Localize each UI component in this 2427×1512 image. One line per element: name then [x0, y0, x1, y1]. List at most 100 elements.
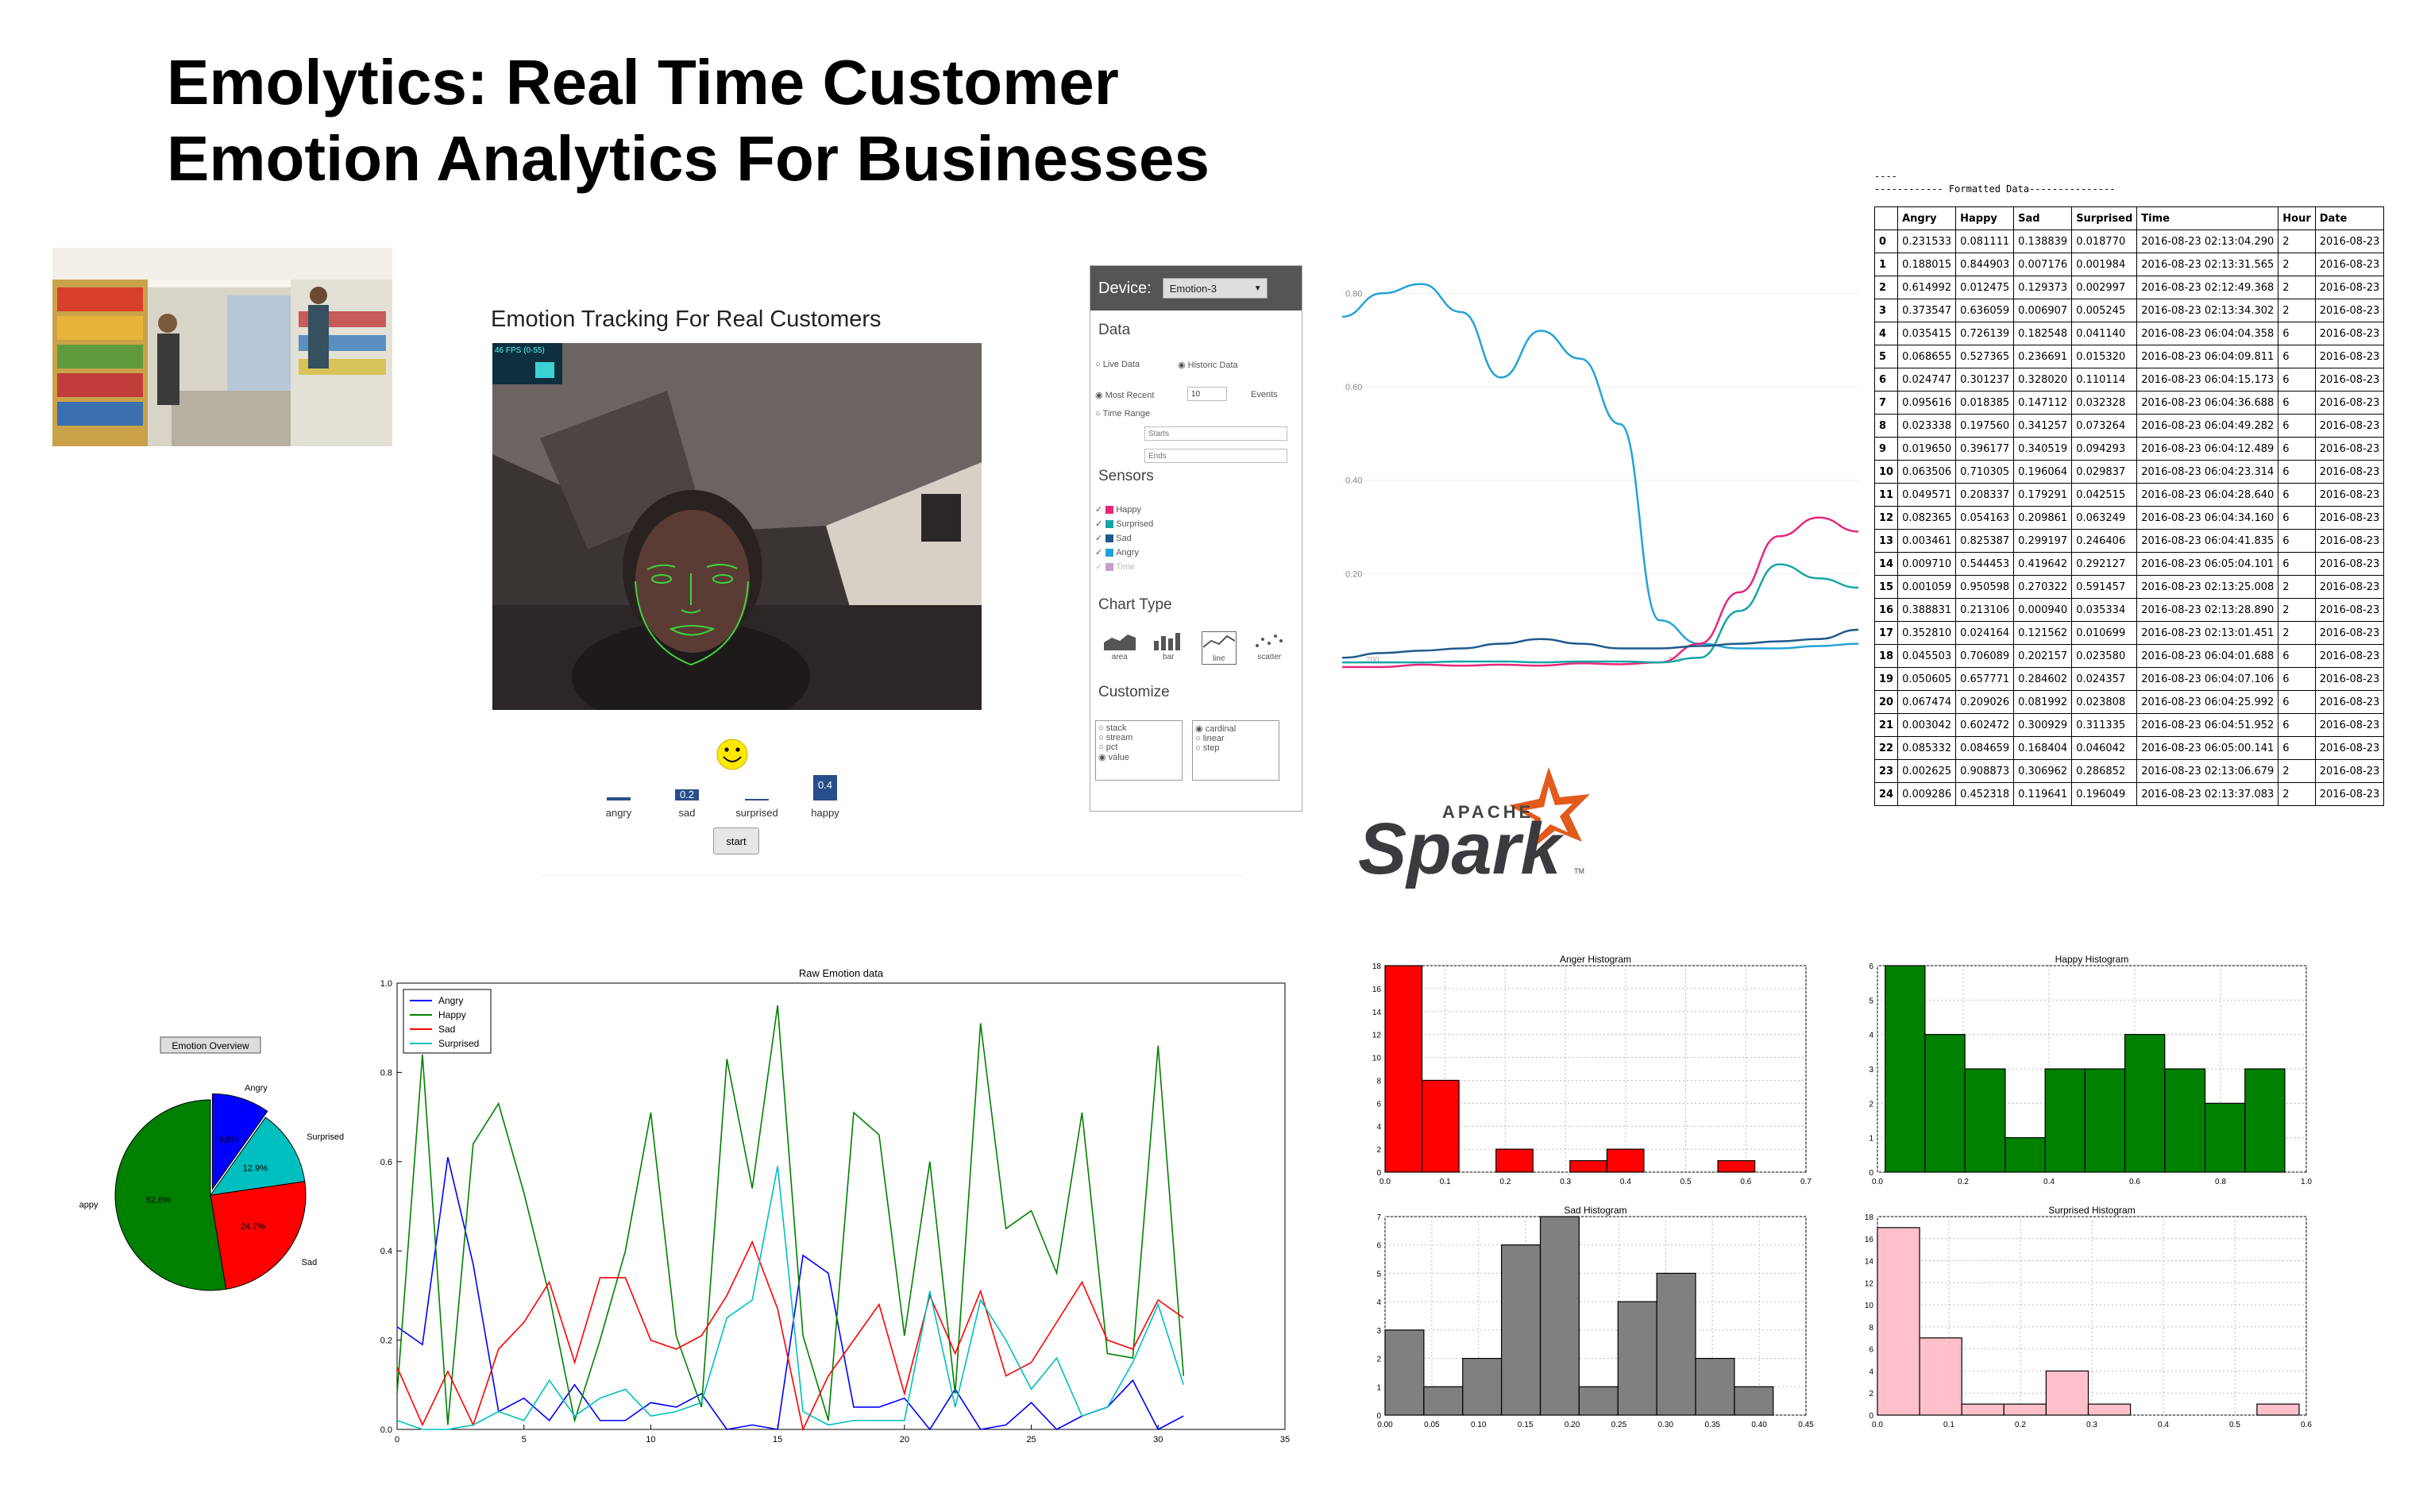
table-cell: 2016-08-23	[2314, 598, 2385, 622]
series-line	[1342, 516, 1859, 669]
table-cell: 0.035415	[1897, 322, 1957, 345]
chart-type-line[interactable]: line	[1201, 631, 1237, 665]
anger-histogram: Anger Histogram 0.0 0.1 0.2 0.3 0.4 0.5 0.6 0.7 0…	[1372, 954, 1812, 1186]
happy-bar-label: happy	[811, 807, 839, 819]
starts-input[interactable]	[1144, 426, 1287, 441]
y-tick-label: 4	[1376, 1123, 1381, 1132]
table-cell: 0.179291	[2013, 483, 2073, 507]
table-body: 0 0.231533 0.081111 0.138839 0.018770 2016-08…	[1873, 230, 2385, 806]
y-tick-label: 0	[1869, 1412, 1873, 1421]
y-tick-label: 0.6	[380, 1158, 392, 1167]
angry-swatch	[1105, 549, 1114, 557]
ends-input[interactable]	[1144, 449, 1287, 463]
table-row: 17 0.352810 0.024164 0.121562 0.010699 2016-0…	[1873, 621, 2385, 645]
table-cell: 15	[1873, 575, 1899, 599]
table-cell: 0.419642	[2013, 552, 2073, 576]
table-cell: 0.063506	[1897, 460, 1957, 484]
y-tick-label: 14	[1865, 1258, 1874, 1267]
pie-slice	[211, 1093, 268, 1190]
column-header: Surprised	[2071, 206, 2138, 230]
time-range-radio[interactable]: ○ Time Range	[1095, 409, 1151, 418]
chart-type-area[interactable]: area	[1103, 631, 1136, 665]
sensor-angry[interactable]: ✓ Angry	[1095, 548, 1139, 557]
y-tick-label: 8	[1869, 1324, 1873, 1333]
table-cell: 2016-08-23 02:13:28.890	[2136, 598, 2279, 622]
customize-heading: Customize	[1098, 684, 1170, 700]
chart-type-heading: Chart Type	[1098, 596, 1172, 613]
table-cell: 0.306962	[2013, 759, 2073, 783]
table-cell: 6	[2278, 529, 2316, 553]
y-tick-label: 4	[1869, 1367, 1873, 1376]
option-stack[interactable]: ○ stack	[1098, 723, 1127, 733]
bar-chart-icon	[1154, 633, 1181, 650]
histogram-bar	[2244, 1068, 2286, 1173]
histogram-bar	[1501, 1244, 1541, 1416]
table-cell: 0.029837	[2071, 460, 2138, 484]
x-tick-label: 0.2	[1958, 1178, 1969, 1186]
device-select[interactable]: Emotion-3 ▼	[1162, 278, 1268, 299]
sensor-time[interactable]: ✓ Time	[1095, 562, 1136, 572]
option-pct[interactable]: ○ pct	[1098, 742, 1118, 752]
emotion-overview-pie: Emotion Overview 9.8% Angry 12.9% Surprised 2…	[79, 1036, 344, 1291]
sensor-happy[interactable]: ✓ Happy	[1095, 505, 1142, 515]
table-row: 2 0.614992 0.012475 0.129373 0.002997 2016-08…	[1873, 276, 2385, 299]
table-cell: 0.129373	[2013, 276, 2073, 299]
table-cell: 0.286852	[2071, 759, 2138, 783]
table-cell: 0.182548	[2013, 322, 2073, 345]
table-row: 1 0.188015 0.844903 0.007176 0.001984 2016-08…	[1873, 253, 2385, 276]
histogram-bar	[1924, 1034, 1966, 1173]
histogram-bar	[1423, 1386, 1464, 1416]
x-tick-label: 35	[1280, 1435, 1290, 1444]
start-button[interactable]: start	[713, 827, 759, 854]
column-header	[1873, 206, 1899, 230]
chart-type-bar[interactable]: bar	[1152, 631, 1184, 665]
formatted-data-table: Angry Happy Sad Surprised Time Hour Date 0 0.23…	[1873, 206, 2385, 806]
table-cell: 0.950598	[1955, 575, 2015, 599]
option-stream[interactable]: ○ stream	[1098, 733, 1133, 742]
table-cell: 2	[2278, 621, 2316, 645]
table-cell: 14	[1873, 552, 1899, 576]
y-tick-label: 2	[1376, 1146, 1381, 1155]
chart-type-options: area bar line scatter	[1095, 631, 1294, 665]
table-cell: 2016-08-23	[2314, 690, 2385, 714]
table-cell: 0.007176	[2013, 253, 2073, 276]
option-cardinal[interactable]: ◉ cardinal	[1195, 724, 1237, 734]
x-tick-label: 0.8	[2215, 1178, 2226, 1186]
table-cell: 0.023338	[1897, 414, 1957, 438]
live-data-radio[interactable]: ○ Live Data	[1095, 360, 1140, 369]
formatted-header-line2: ------------ Formatted Data-------------…	[1874, 183, 2116, 195]
table-cell: 2016-08-23 06:04:01.688	[2136, 644, 2279, 668]
table-cell: 0.006907	[2013, 299, 2073, 322]
table-row: 4 0.035415 0.726139 0.182548 0.041140 2016-08…	[1873, 322, 2385, 345]
series-line	[1341, 563, 1859, 664]
x-tick-label: 0.20	[1565, 1421, 1580, 1429]
y-tick-label: 2	[1869, 1390, 1873, 1398]
most-recent-input[interactable]	[1187, 387, 1227, 401]
table-cell: 2016-08-23 02:13:06.679	[2136, 759, 2279, 783]
table-cell: 0.246406	[2071, 529, 2138, 553]
sensor-sad[interactable]: ✓ Sad	[1095, 534, 1132, 543]
chart-type-scatter[interactable]: scatter	[1253, 631, 1285, 665]
y-tick-label: 7	[1376, 1213, 1381, 1222]
table-cell: 2016-08-23 06:04:07.106	[2136, 667, 2279, 691]
x-tick-label: 25	[1026, 1435, 1036, 1444]
table-cell: 2016-08-23	[2314, 713, 2385, 737]
table-cell: 6	[2278, 644, 2316, 668]
option-step[interactable]: ○ step	[1195, 743, 1220, 753]
pie-slice	[210, 1181, 307, 1290]
customize-interp-group: ◉ cardinal ○ linear ○ step	[1192, 720, 1279, 781]
option-value[interactable]: ◉ value	[1098, 753, 1129, 762]
option-linear[interactable]: ○ linear	[1195, 734, 1225, 743]
x-tick-label: 0.4	[1620, 1178, 1631, 1186]
legend-label: Angry	[438, 995, 463, 1006]
table-cell: 2016-08-23	[2314, 391, 2385, 415]
histogram-bar	[1384, 1329, 1425, 1416]
y-tick-label: 2	[1376, 1356, 1381, 1364]
historic-data-radio[interactable]: ◉ Historic Data	[1178, 361, 1238, 370]
table-cell: 0.049571	[1897, 483, 1957, 507]
histogram-bar	[1695, 1357, 1735, 1416]
most-recent-radio[interactable]: ◉ Most Recent	[1095, 391, 1155, 400]
table-cell: 2016-08-23	[2314, 529, 2385, 553]
sensor-surprised[interactable]: ✓ Surprised	[1095, 519, 1154, 529]
